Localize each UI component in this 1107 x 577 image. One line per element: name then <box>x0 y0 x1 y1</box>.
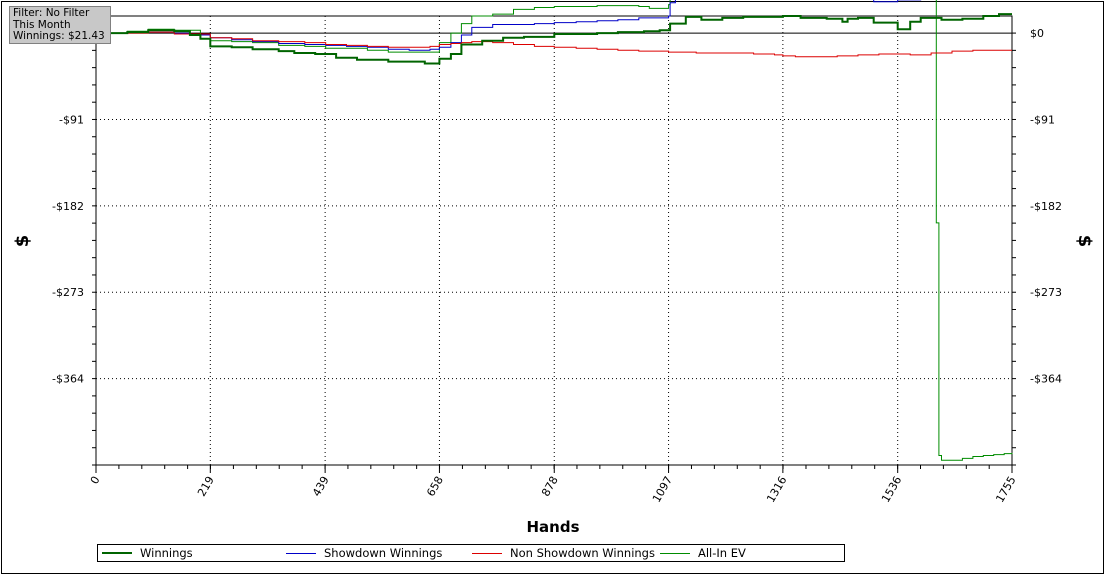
series-layer <box>96 0 1013 461</box>
x-axis-label: Hands <box>526 518 579 536</box>
y-axis-label-left: $ <box>12 235 33 248</box>
legend-label: All-In EV <box>698 546 746 560</box>
legend-item-allin-ev[interactable]: All-In EV <box>660 545 746 561</box>
x-tick-label: 439 <box>310 474 332 499</box>
series-line-winnings <box>96 13 1012 65</box>
legend-label: Non Showdown Winnings <box>510 546 655 560</box>
y-tick-label-left: -$273 <box>52 286 84 299</box>
x-tick-label: 1536 <box>879 474 904 505</box>
y-tick-label-right: -$182 <box>1030 200 1062 213</box>
y-tick-label-right: -$273 <box>1030 286 1062 299</box>
y-tick-label-right: $0 <box>1030 27 1044 40</box>
x-tick-label: 219 <box>195 474 217 499</box>
chart-legend: Winnings Showdown Winnings Non Showdown … <box>97 544 845 562</box>
y-tick-label-left: -$91 <box>59 113 84 126</box>
y-tick-label-right: -$364 <box>1030 373 1062 386</box>
legend-swatch-showdown <box>286 552 316 554</box>
x-tick-label: 658 <box>424 474 446 499</box>
x-tick-label: 1755 <box>993 474 1018 505</box>
legend-swatch-non-showdown <box>472 552 502 554</box>
series-line-non-showdown-winnings <box>96 31 1012 58</box>
y-tick-label-left: -$364 <box>52 373 84 386</box>
series-line-showdown-winnings <box>96 0 922 51</box>
legend-item-non-showdown[interactable]: Non Showdown Winnings <box>472 545 655 561</box>
x-tick-label: 0 <box>88 474 103 487</box>
grid-layer <box>96 16 1012 465</box>
series-line-all-in-ev <box>96 0 1013 461</box>
x-tick-label: 878 <box>539 474 561 499</box>
legend-item-showdown[interactable]: Showdown Winnings <box>286 545 442 561</box>
filter-info-box: Filter: No Filter This Month Winnings: $… <box>9 6 111 44</box>
legend-label: Winnings <box>140 546 193 560</box>
legend-label: Showdown Winnings <box>324 546 443 560</box>
period-text: This Month <box>13 18 71 31</box>
filter-text: Filter: No Filter <box>13 7 90 19</box>
y-axis-label-right: $ <box>1074 235 1095 248</box>
winnings-text: Winnings: $21.43 <box>13 30 105 42</box>
x-tick-label: 1316 <box>764 474 789 505</box>
axis-layer: $0$0-$91-$91-$182-$182-$273-$273-$364-$3… <box>52 15 1062 505</box>
legend-swatch-allin-ev <box>660 552 690 554</box>
legend-item-winnings[interactable]: Winnings <box>102 545 193 561</box>
y-tick-label-right: -$91 <box>1030 113 1055 126</box>
legend-swatch-winnings <box>102 552 132 554</box>
x-tick-label: 1097 <box>650 474 675 505</box>
y-tick-label-left: -$182 <box>52 200 84 213</box>
